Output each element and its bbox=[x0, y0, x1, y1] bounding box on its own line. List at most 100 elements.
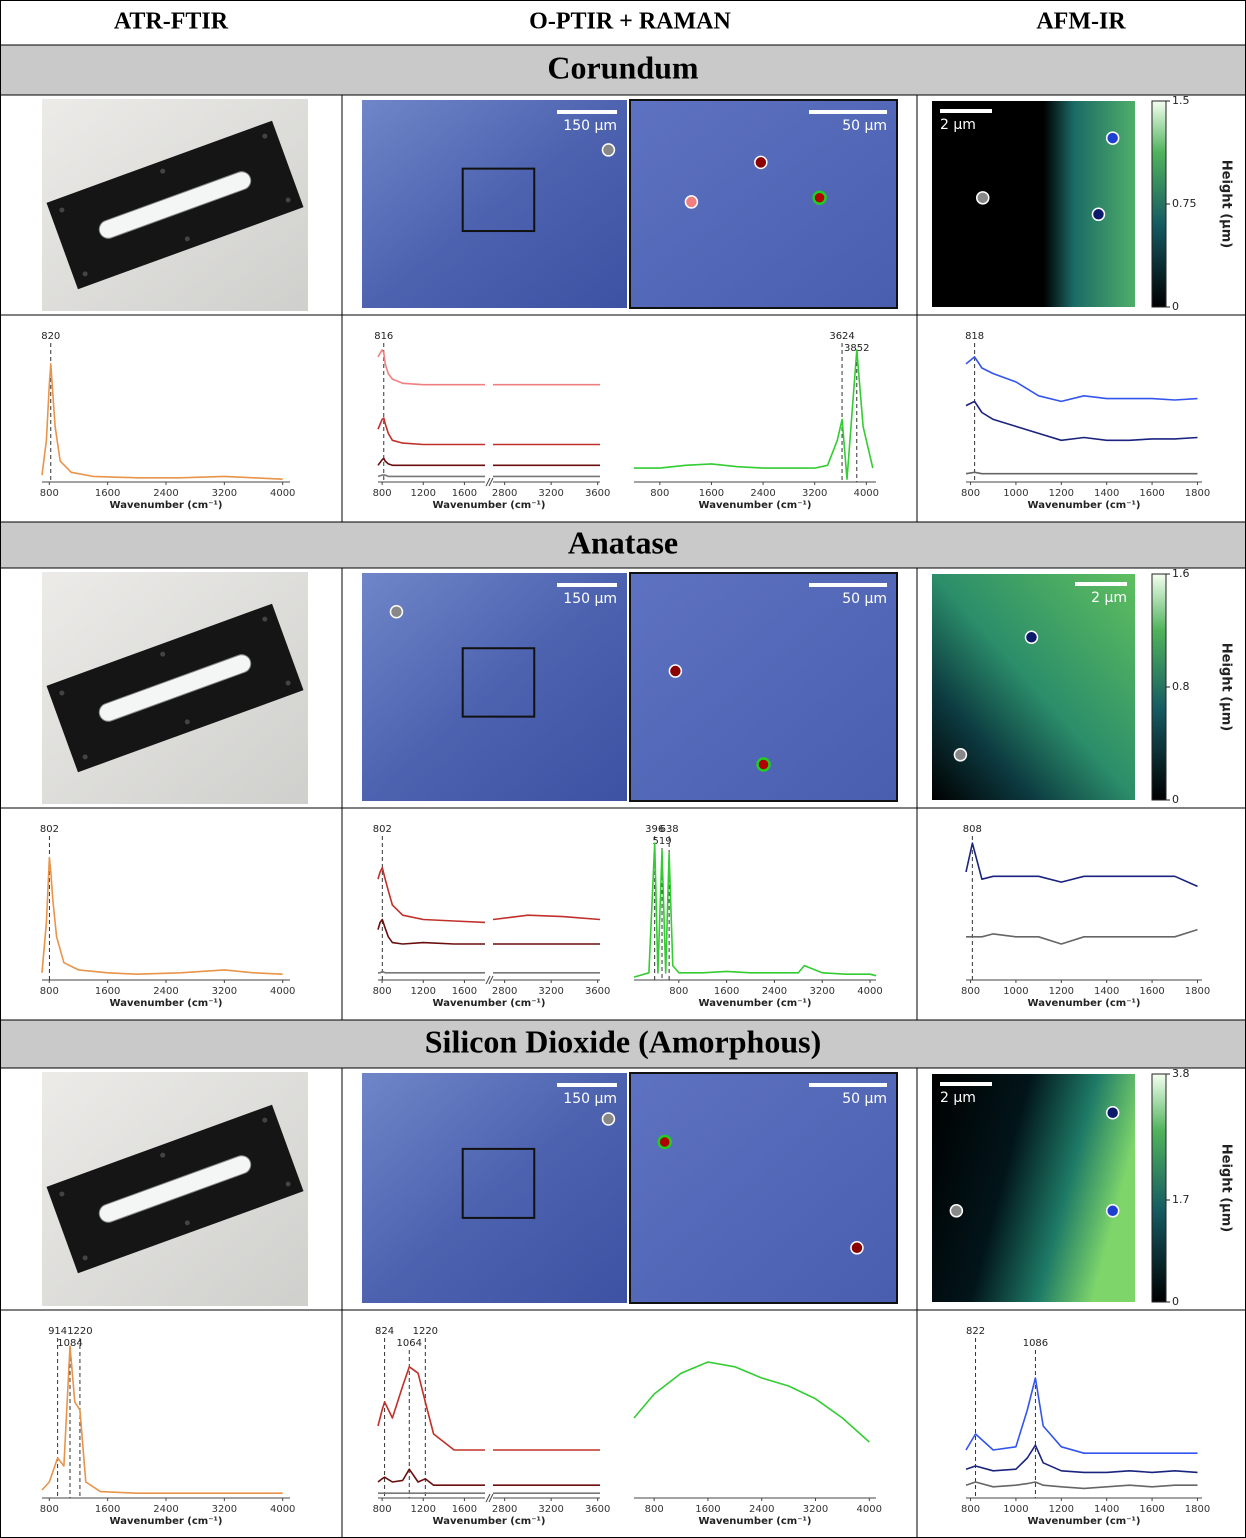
x-tick-label: 3200 bbox=[538, 488, 563, 499]
zoom-image bbox=[629, 99, 898, 309]
x-tick-label: 800 bbox=[373, 488, 392, 499]
x-tick-label: 1600 bbox=[695, 1504, 720, 1515]
photo-holder bbox=[46, 1104, 304, 1274]
colorbar-tick-label: 0 bbox=[1172, 793, 1179, 806]
x-tick-label: 800 bbox=[669, 986, 688, 997]
sample-point bbox=[812, 190, 827, 206]
x-tick-label: 1200 bbox=[411, 986, 436, 997]
x-tick-label: 800 bbox=[650, 488, 669, 499]
x-tick-label: 2800 bbox=[492, 488, 517, 499]
colorbar-tick-label: 0 bbox=[1172, 1295, 1179, 1308]
x-axis-label: Wavenumber (cm⁻¹) bbox=[1028, 998, 1141, 1009]
x-tick-label: 1200 bbox=[411, 488, 436, 499]
x-tick-label: 4000 bbox=[270, 488, 295, 499]
peak-label: 638 bbox=[660, 824, 679, 835]
colorbar-tick-label: 1.5 bbox=[1172, 94, 1190, 107]
x-tick-label: 3200 bbox=[803, 1504, 828, 1515]
peak-label: 802 bbox=[40, 824, 59, 835]
scale-label: 50 µm bbox=[842, 591, 887, 607]
spectrum-line bbox=[966, 928, 1198, 945]
sample-point bbox=[601, 143, 616, 157]
peak-label: 1220 bbox=[413, 1326, 438, 1337]
x-tick-label: 1600 bbox=[95, 986, 120, 997]
spectrum-line bbox=[965, 356, 1198, 403]
sample-point bbox=[389, 605, 404, 619]
axis-break bbox=[485, 975, 491, 985]
holder-screw bbox=[262, 616, 268, 622]
column-header: AFM-IR bbox=[1036, 9, 1126, 35]
x-tick-label: 3600 bbox=[585, 1504, 610, 1515]
holder-screw bbox=[184, 236, 190, 242]
spectrum-line bbox=[634, 349, 874, 480]
spectrum-line bbox=[965, 1444, 1198, 1474]
x-tick-label: 1400 bbox=[1094, 986, 1119, 997]
x-tick-label: 800 bbox=[40, 986, 59, 997]
spectrum-line bbox=[41, 856, 283, 975]
spectrum-line bbox=[965, 1481, 1198, 1490]
spectrum-line bbox=[377, 474, 600, 478]
sample-point bbox=[754, 155, 768, 170]
x-tick-label: 4000 bbox=[857, 1504, 882, 1515]
optical-image bbox=[362, 573, 627, 801]
section-title: Corundum bbox=[547, 49, 699, 85]
x-tick-label: 2800 bbox=[492, 986, 517, 997]
x-tick-label: 800 bbox=[645, 1504, 664, 1515]
x-tick-label: 4000 bbox=[857, 986, 882, 997]
optical-image bbox=[362, 1073, 627, 1303]
holder-screw bbox=[160, 1152, 166, 1158]
x-tick-label: 1200 bbox=[1049, 488, 1074, 499]
section-title: Anatase bbox=[568, 524, 678, 560]
section-title: Silicon Dioxide (Amorphous) bbox=[425, 1023, 821, 1059]
sample-point bbox=[1105, 131, 1120, 145]
x-tick-label: 1600 bbox=[1139, 1504, 1164, 1515]
peak-label: 396 bbox=[645, 824, 664, 835]
spectrum-line bbox=[41, 363, 283, 480]
colorbar-tick-label: 0.8 bbox=[1172, 680, 1190, 693]
column-header: ATR-FTIR bbox=[114, 9, 229, 35]
holder-screw bbox=[160, 651, 166, 657]
x-tick-label: 1200 bbox=[1049, 1504, 1074, 1515]
x-tick-label: 1600 bbox=[1139, 986, 1164, 997]
peak-label: 3624 bbox=[829, 331, 854, 342]
colorbar-tick-label: 1.6 bbox=[1172, 567, 1190, 580]
axis-break bbox=[488, 1493, 494, 1503]
spectrum-line bbox=[633, 842, 877, 978]
spectrum-line bbox=[377, 866, 601, 924]
column-header: O-PTIR + RAMAN bbox=[529, 9, 731, 35]
holder-screw bbox=[184, 1220, 190, 1226]
photo-holder bbox=[46, 120, 304, 290]
spectrum-line bbox=[965, 1377, 1198, 1454]
scale-label: 50 µm bbox=[842, 118, 887, 134]
sample-point bbox=[1105, 1106, 1120, 1120]
spectrum-line bbox=[377, 457, 600, 467]
optical-image bbox=[362, 100, 627, 308]
x-tick-label: 1400 bbox=[1094, 488, 1119, 499]
sample-point bbox=[949, 1204, 964, 1218]
peak-label: 1084 bbox=[57, 1338, 82, 1349]
scale-label: 150 µm bbox=[563, 1091, 617, 1107]
scale-label: 150 µm bbox=[563, 118, 617, 134]
x-tick-label: 1600 bbox=[95, 488, 120, 499]
x-tick-label: 800 bbox=[40, 1504, 59, 1515]
x-axis-label: Wavenumber (cm⁻¹) bbox=[699, 998, 812, 1009]
axis-break bbox=[488, 975, 494, 985]
holder-screw bbox=[262, 133, 268, 139]
holder-screw bbox=[82, 1255, 88, 1261]
x-tick-label: 4000 bbox=[270, 986, 295, 997]
spectrum-line bbox=[377, 918, 600, 945]
peak-label: 818 bbox=[965, 331, 984, 342]
peak-label: 1220 bbox=[67, 1326, 92, 1337]
axis-break bbox=[485, 477, 491, 487]
x-tick-label: 3200 bbox=[212, 986, 237, 997]
x-axis-label: Wavenumber (cm⁻¹) bbox=[110, 1516, 223, 1527]
peak-label: 820 bbox=[41, 331, 60, 342]
x-tick-label: 1600 bbox=[1139, 488, 1164, 499]
scale-label: 2 µm bbox=[940, 117, 976, 133]
holder-screw bbox=[285, 197, 291, 203]
scale-label: 2 µm bbox=[940, 1090, 976, 1106]
x-tick-label: 4000 bbox=[270, 1504, 295, 1515]
scale-label: 150 µm bbox=[563, 591, 617, 607]
holder-screw bbox=[59, 207, 65, 213]
sample-point bbox=[1091, 207, 1106, 222]
colorbar-tick-label: 0.75 bbox=[1172, 197, 1197, 210]
